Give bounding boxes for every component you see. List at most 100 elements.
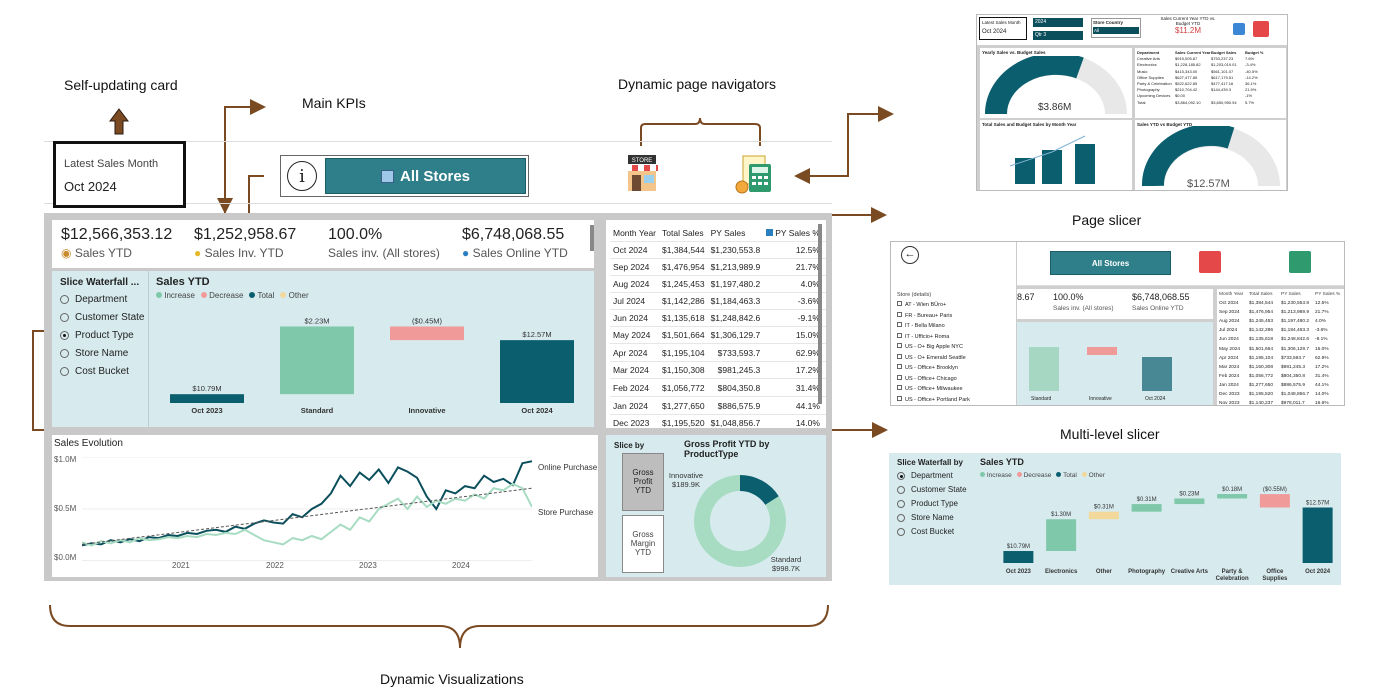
kpi-scrollbar[interactable] — [590, 225, 594, 251]
table-scrollbar[interactable] — [818, 224, 822, 404]
waterfall-category-label: Other — [1096, 569, 1113, 575]
slice-by-gross-margin-button[interactable]: Gross Margin YTD — [622, 515, 664, 573]
ml-slicer-option[interactable]: Product Type — [897, 499, 967, 508]
thumb-all-stores-button[interactable]: All Stores — [1050, 251, 1171, 275]
waterfall-category-label: Photography — [1128, 569, 1166, 575]
kpi-strip: $12,566,353.12 ◉ Sales YTD $1,252,958.67… — [52, 220, 594, 268]
thumb-chart-icon[interactable] — [1233, 23, 1245, 35]
table-cell: $1,056,772 — [662, 382, 705, 393]
table-cell: Jul 2024 — [613, 296, 646, 306]
waterfall-data-label: ($0.55M) — [1263, 487, 1287, 493]
slicer-option-cost-bucket[interactable]: Cost Bucket — [60, 366, 144, 377]
table-cell: $1,230,553.8 — [710, 245, 761, 255]
thumb-table: Month Year Total Sales PY Sales PY Sales % O… — [1217, 289, 1344, 405]
all-stores-button[interactable]: i All Stores — [280, 155, 529, 197]
trend-line — [82, 487, 532, 545]
waterfall-bar — [1131, 504, 1162, 512]
ytick-1m: $1.0M — [54, 455, 77, 464]
table-row[interactable]: Jan 2024 $1,277,650 $886,575.9 44.1% — [610, 397, 826, 415]
donut-value-label: $189.9K — [672, 480, 700, 489]
donut-value-label: $998.7K — [772, 564, 800, 573]
waterfall-bar — [1088, 511, 1119, 520]
annotation-dynamic-page-navigators: Dynamic page navigators — [618, 76, 776, 92]
lightbulb-icon: ● — [194, 246, 202, 260]
latest-sales-month-card: Latest Sales Month Oct 2024 — [53, 141, 186, 208]
table-cell: $1,306,129.7 — [710, 330, 761, 340]
ml-slicer-option[interactable]: Cost Bucket — [897, 527, 967, 536]
budget-page-nav-icon[interactable] — [735, 154, 773, 194]
ml-slicer: Department Customer State Product Type Stor… — [897, 471, 967, 541]
kpi-sales-online-ytd: $6,748,068.55 ● Sales Online YTD — [462, 226, 568, 260]
table-row[interactable]: Aug 2024 $1,245,453 $1,197,480.2 4.0% — [610, 276, 826, 293]
table-row[interactable]: Feb 2024 $1,056,772 $804,350.8 31.4% — [610, 379, 826, 397]
table-cell: 4.0% — [800, 279, 820, 289]
store-checkbox-item[interactable]: FR - Bureau+ Paris — [897, 311, 970, 322]
table-cell: 14.0% — [795, 418, 820, 428]
ml-slicer-option[interactable]: Store Name — [897, 513, 967, 522]
table-cell: 17.2% — [795, 365, 820, 375]
ml-slicer-option[interactable]: Customer State — [897, 485, 967, 494]
thumb-store-icon[interactable] — [1253, 21, 1269, 37]
store-checkbox-item[interactable]: US - Office+ Brooklyn — [897, 363, 970, 374]
col-month-year[interactable]: Month Year — [613, 228, 657, 238]
col-total-sales[interactable]: Total Sales — [662, 228, 704, 238]
table-cell: $1,248,842.6 — [710, 313, 761, 323]
table-row[interactable]: Dec 2023 $1,195,520 $1,048,856.7 14.0% — [610, 415, 826, 428]
xtick-2023: 2023 — [359, 561, 377, 570]
store-checkbox-item[interactable]: IT - Ufficio+ Roma — [897, 332, 970, 343]
all-stores-label: All Stores — [399, 167, 471, 185]
table-row[interactable]: Oct 2024 $1,384,544 $1,230,553.8 12.5% — [610, 242, 826, 259]
slicer-option-store-name[interactable]: Store Name — [60, 348, 144, 359]
table-row[interactable]: Jul 2024 $1,142,286 $1,184,463.3 -3.6% — [610, 293, 826, 310]
waterfall-category-label: Supplies — [1262, 576, 1288, 582]
waterfall-data-label: $0.18M — [1222, 487, 1242, 493]
table-cell: $1,476,954 — [662, 262, 705, 272]
table-row[interactable]: Jun 2024 $1,135,618 $1,248,842.6 -9.1% — [610, 310, 826, 327]
annotation-dynamic-visualizations: Dynamic Visualizations — [380, 671, 524, 687]
slicer-option-customer-state[interactable]: Customer State — [60, 312, 144, 323]
waterfall-category-label: Standard — [301, 406, 334, 415]
table-row[interactable]: May 2024 $1,501,664 $1,306,129.7 15.0% — [610, 327, 826, 344]
waterfall-slicer: Slice Waterfall ... Department Customer … — [60, 277, 144, 384]
card-value: Oct 2024 — [64, 179, 117, 194]
table-cell: 62.9% — [795, 347, 820, 358]
thumb-budget-nav-icon[interactable] — [1289, 251, 1311, 273]
table-cell: Dec 2023 — [613, 418, 650, 428]
label-online-purchase: Online Purchase — [538, 463, 598, 472]
store-checkbox-item[interactable]: US - Office+ Milwaukee — [897, 384, 970, 395]
table-cell: -3.6% — [797, 296, 820, 306]
store-purchase-line — [82, 482, 532, 547]
thumb-bar-chart: Total Sales and Budget Sales by Month Ye… — [980, 120, 1132, 190]
thumb-country-select[interactable]: Store Country All — [1091, 18, 1141, 38]
back-arrow-icon[interactable]: ← — [901, 246, 919, 264]
ml-slicer-option[interactable]: Department — [897, 471, 967, 480]
thumb-qtr-select[interactable]: Qtr 3 — [1033, 31, 1083, 40]
gross-profit-donut-chart: Innovative$189.9K Standard$998.7K — [669, 471, 801, 573]
store-checkbox-item[interactable]: US - Office+ Portland Park — [897, 395, 970, 406]
table-row[interactable]: Apr 2024 $1,195,104 $733,593.7 62.9% — [610, 344, 826, 362]
slice-by-gross-profit-button[interactable]: Gross Profit YTD — [622, 453, 664, 511]
slicer-option-department[interactable]: Department — [60, 294, 144, 305]
col-py-sales[interactable]: PY Sales — [710, 228, 746, 238]
thumb-year-select[interactable]: 2024 — [1033, 18, 1083, 27]
thumb-store-nav-icon[interactable] — [1199, 251, 1221, 273]
sales-evolution-panel: Sales Evolution $1.0M $0.5M $0.0M 2021 2… — [52, 435, 598, 577]
table-cell: $1,277,650 — [662, 400, 705, 411]
svg-text:STORE: STORE — [632, 158, 653, 164]
store-checkbox-item[interactable]: US - Office+ Chicago — [897, 374, 970, 385]
store-checkbox-item[interactable]: IT - Bella Milano — [897, 321, 970, 332]
store-checkbox-item[interactable]: US - O+ Big Apple NYC — [897, 342, 970, 353]
waterfall-category-label: Celebration — [1216, 576, 1249, 582]
table-row[interactable]: Mar 2024 $1,150,308 $981,245.3 17.2% — [610, 362, 826, 379]
store-checkbox-item[interactable]: AT - Wien BÜro+ — [897, 300, 970, 311]
thumb-kpi-strip: 8.67 100.0% Sales inv. (All stores) $6,7… — [1017, 289, 1213, 319]
table-row[interactable]: Sep 2024 $1,476,954 $1,213,989.9 21.7% — [610, 259, 826, 276]
store-checkbox-item[interactable]: US - O+ Emerald Seattle — [897, 353, 970, 364]
info-icon[interactable]: i — [281, 156, 323, 196]
ytick-0m: $0.0M — [54, 553, 77, 562]
table-cell: $1,135,618 — [662, 313, 705, 323]
slicer-option-product-type[interactable]: Product Type — [60, 330, 144, 341]
store-page-nav-icon[interactable]: STORE — [624, 153, 660, 193]
table-cell: $1,184,463.3 — [710, 296, 761, 306]
col-py-sales-pct[interactable]: PY Sales % — [763, 225, 823, 242]
